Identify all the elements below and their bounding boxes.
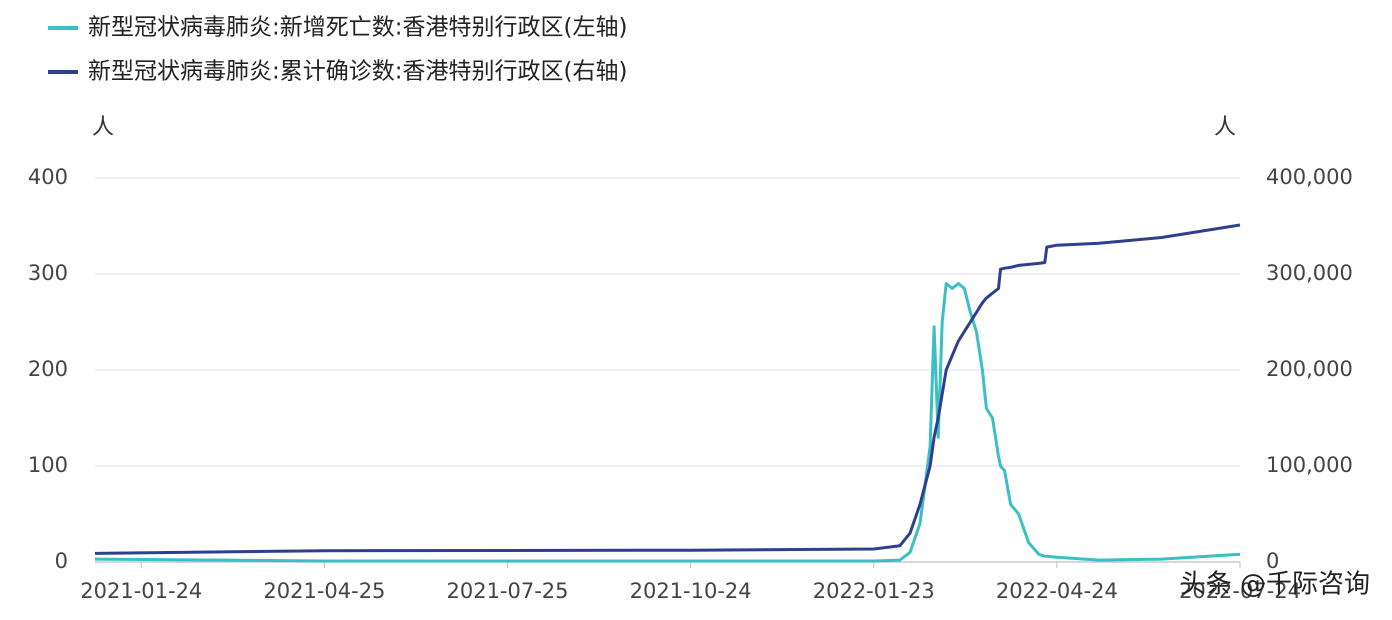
- watermark: 头条 @千际咨询: [1180, 570, 1370, 600]
- x-tick-label: 2022-04-24: [996, 579, 1118, 603]
- x-tick-label: 2022-07-24: [1179, 579, 1301, 603]
- y2-tick-label: 400,000: [1266, 165, 1353, 189]
- y2-tick-label: 100,000: [1266, 453, 1353, 477]
- x-tick-label: 2021-07-25: [446, 579, 568, 603]
- y2-tick-label: 0: [1266, 549, 1279, 573]
- x-tick-label: 2021-10-24: [630, 579, 752, 603]
- y2-axis-unit: 人: [1214, 115, 1236, 140]
- x-tick-label: 2021-01-24: [80, 579, 202, 603]
- data-line: [94, 223, 1241, 555]
- y-tick-label: 200: [28, 357, 68, 381]
- data-line: [94, 282, 1241, 563]
- y-tick-label: 400: [28, 165, 68, 189]
- y-tick-label: 0: [55, 549, 68, 573]
- x-tick-label: 2021-04-25: [263, 579, 385, 603]
- y-tick-label: 100: [28, 453, 68, 477]
- x-tick-label: 2022-01-23: [813, 579, 935, 603]
- legend-label: 新型冠状病毒肺炎:新增死亡数:香港特别行政区(左轴): [88, 15, 627, 41]
- y-axis-unit: 人: [92, 115, 114, 140]
- legend-label: 新型冠状病毒肺炎:累计确诊数:香港特别行政区(右轴): [88, 59, 627, 85]
- y2-tick-label: 300,000: [1266, 261, 1353, 285]
- y-tick-label: 300: [28, 261, 68, 285]
- y2-tick-label: 200,000: [1266, 357, 1353, 381]
